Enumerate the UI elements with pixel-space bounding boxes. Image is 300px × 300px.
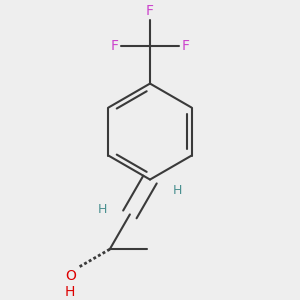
Text: H: H	[64, 285, 75, 299]
Text: H: H	[173, 184, 183, 197]
Text: F: F	[146, 4, 154, 18]
Text: O: O	[65, 269, 76, 284]
Text: F: F	[182, 39, 189, 53]
Text: H: H	[97, 203, 107, 216]
Text: F: F	[111, 39, 119, 53]
